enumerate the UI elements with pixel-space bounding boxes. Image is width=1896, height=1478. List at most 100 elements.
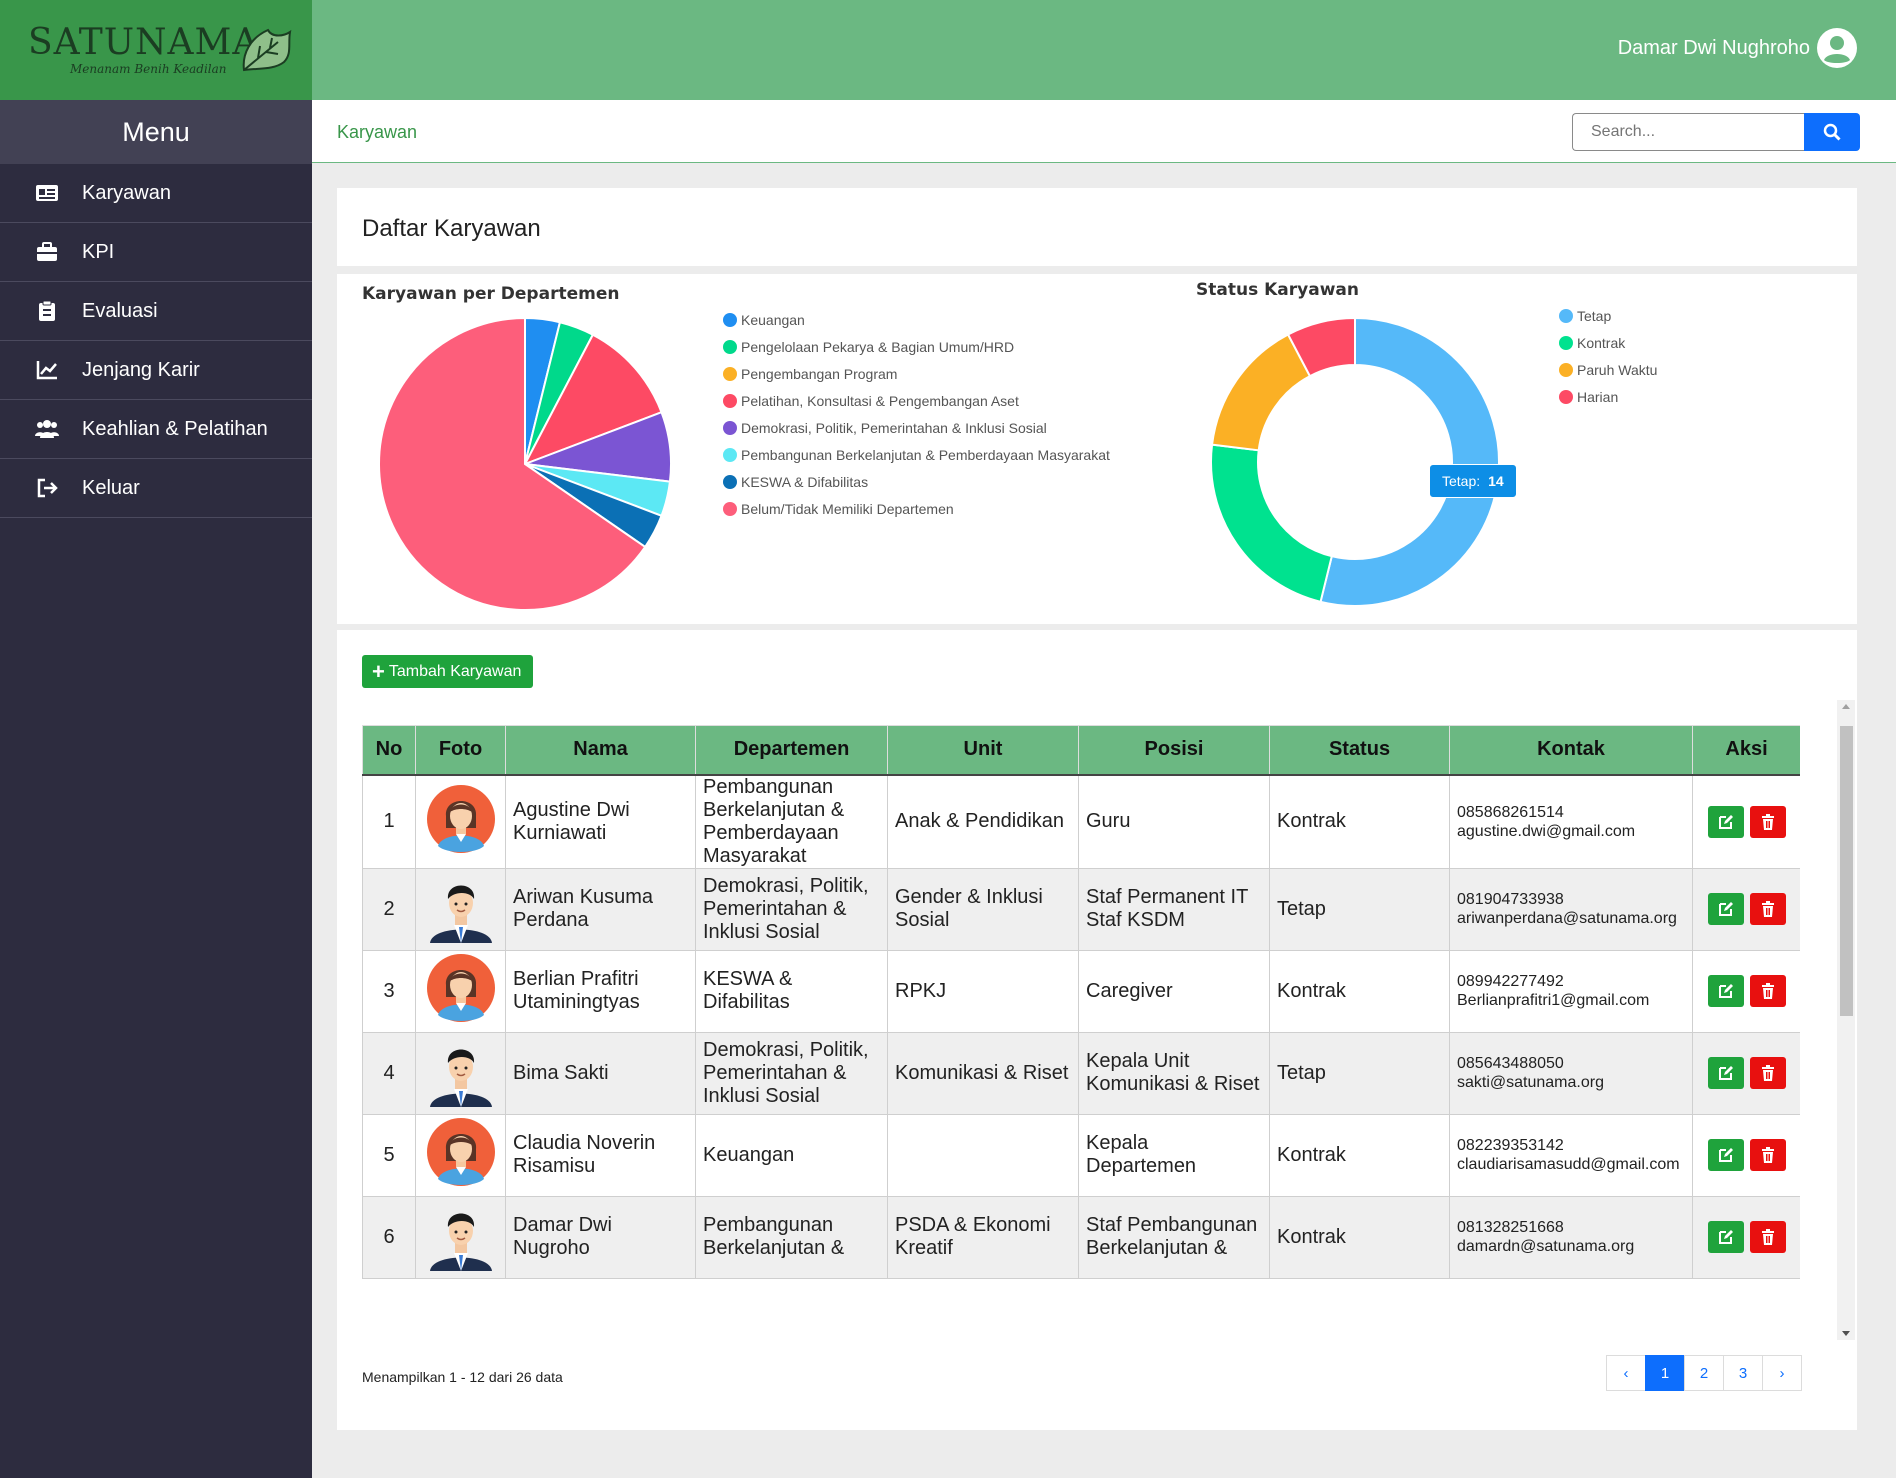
edit-button[interactable]	[1707, 1057, 1744, 1089]
chart-line-icon	[32, 360, 62, 380]
page-button[interactable]: 2	[1684, 1355, 1724, 1391]
cell-department: Keuangan	[695, 1113, 888, 1197]
contact-phone: 085643488050	[1457, 1055, 1564, 1072]
cell-line: Nugroho	[513, 1237, 590, 1259]
edit-button[interactable]	[1707, 1221, 1744, 1253]
header-aksi[interactable]: Aksi	[1692, 725, 1800, 776]
legend-item[interactable]: Pengembangan Program	[723, 360, 1110, 387]
trash-icon	[1761, 813, 1774, 830]
edit-button[interactable]	[1707, 893, 1744, 925]
header-nama[interactable]: Nama	[505, 725, 696, 776]
table-scroll-area[interactable]: No Foto Nama Departemen Unit Posisi Stat…	[362, 725, 1800, 1341]
delete-button[interactable]	[1749, 975, 1786, 1007]
cell-line: Staf KSDM	[1086, 909, 1185, 931]
delete-button[interactable]	[1749, 893, 1786, 925]
legend-item[interactable]: Pembangunan Berkelanjutan & Pemberdayaan…	[723, 441, 1110, 468]
edit-button[interactable]	[1707, 975, 1744, 1007]
sidebar-item-keahlian-pelatihan[interactable]: Keahlian & Pelatihan	[0, 400, 312, 459]
pie-slice[interactable]	[522, 333, 663, 466]
sidebar-item-kpi[interactable]: KPI	[0, 223, 312, 282]
doughnut-segment[interactable]	[1286, 316, 1356, 378]
department-pie-chart[interactable]	[375, 314, 675, 614]
scroll-down-icon[interactable]	[1842, 1331, 1850, 1336]
cell-line: Gender & Inklusi	[895, 886, 1043, 908]
pie-slice[interactable]	[378, 316, 647, 611]
cell-actions	[1692, 1195, 1800, 1279]
cell-no: 2	[362, 867, 416, 951]
table-row[interactable]: 6 Damar Dwi Nugroho Pembangunan Berkelanjut…	[362, 1195, 1800, 1279]
doughnut-segment[interactable]	[1210, 333, 1312, 452]
header-no[interactable]: No	[362, 725, 416, 776]
table-row[interactable]: 3 Berlian Prafitri Utaminingtyas KESWA & Di…	[362, 949, 1800, 1033]
cell-line: Anak & Pendidikan	[895, 810, 1065, 832]
sidebar-item-karyawan[interactable]: Karyawan	[0, 164, 312, 223]
cell-line: Perdana	[513, 909, 589, 931]
scroll-up-icon[interactable]	[1842, 704, 1850, 709]
add-employee-button[interactable]: + Tambah Karyawan	[362, 655, 534, 688]
search-button[interactable]	[1804, 113, 1860, 151]
legend-item[interactable]: Paruh Waktu	[1559, 356, 1657, 383]
legend-item[interactable]: Demokrasi, Politik, Pemerintahan & Inklu…	[723, 414, 1110, 441]
legend-item[interactable]: Pengelolaan Pekarya & Bagian Umum/HRD	[723, 333, 1110, 360]
table-row[interactable]: 1 Agustine Dwi Kurniawati Pembangunan Berke…	[362, 774, 1800, 869]
cell-status: Kontrak	[1269, 1195, 1450, 1279]
logo[interactable]: SATUNAMA Menanam Benih Keadilan	[0, 0, 312, 100]
doughnut-segment[interactable]	[1210, 443, 1333, 604]
page-prev-button[interactable]: ‹	[1606, 1355, 1646, 1391]
cell-line: Utaminingtyas	[513, 991, 640, 1013]
doughnut-segment[interactable]	[1319, 316, 1500, 607]
sidebar-item-jenjang-karir[interactable]: Jenjang Karir	[0, 341, 312, 400]
page-button[interactable]: 3	[1723, 1355, 1763, 1391]
header-departemen[interactable]: Departemen	[695, 725, 888, 776]
add-employee-label: Tambah Karyawan	[388, 662, 522, 680]
header-kontak[interactable]: Kontak	[1449, 725, 1693, 776]
table-row[interactable]: 2 Ariwan Kusuma Perdana Demokrasi, Politik…	[362, 867, 1800, 951]
status-doughnut-chart[interactable]	[1205, 312, 1505, 612]
user-name[interactable]: Damar Dwi Nughroho	[1617, 37, 1810, 59]
legend-swatch	[723, 312, 737, 327]
delete-button[interactable]	[1749, 1139, 1786, 1171]
page-button[interactable]: 1	[1645, 1355, 1685, 1391]
delete-button[interactable]	[1749, 805, 1786, 838]
header-posisi[interactable]: Posisi	[1078, 725, 1270, 776]
table-row[interactable]: 4 Bima Sakti Demokrasi, Politik, Pemerinta…	[362, 1031, 1800, 1115]
header-status[interactable]: Status	[1269, 725, 1450, 776]
search-input[interactable]	[1572, 113, 1804, 151]
legend-item[interactable]: Keuangan	[723, 306, 1110, 333]
cell-status: Kontrak	[1269, 949, 1450, 1033]
trash-icon	[1761, 1147, 1774, 1163]
trash-icon	[1761, 983, 1774, 999]
sidebar-item-label: Keluar	[82, 476, 140, 499]
cell-department: KESWA & Difabilitas	[695, 949, 888, 1033]
male-avatar-icon	[429, 1049, 492, 1107]
sidebar-item-evaluasi[interactable]: Evaluasi	[0, 282, 312, 341]
employee-table-body: 1 Agustine Dwi Kurniawati Pembangunan Berke…	[362, 774, 1800, 1279]
edit-button[interactable]	[1707, 1139, 1744, 1171]
cell-actions	[1692, 774, 1800, 869]
legend-item[interactable]: Kontrak	[1559, 329, 1657, 356]
scrollbar-thumb[interactable]	[1840, 726, 1853, 1016]
header-unit[interactable]: Unit	[887, 725, 1079, 776]
header-foto[interactable]: Foto	[415, 725, 506, 776]
edit-button[interactable]	[1707, 805, 1744, 838]
page-next-button[interactable]: ›	[1762, 1355, 1802, 1391]
female-avatar-icon	[426, 954, 495, 1022]
legend-item[interactable]: Tetap	[1559, 302, 1657, 329]
legend-item[interactable]: Belum/Tidak Memiliki Departemen	[723, 495, 1110, 522]
legend-item[interactable]: Harian	[1559, 383, 1657, 410]
legend-label: Kontrak	[1577, 334, 1626, 351]
legend-item[interactable]: KESWA & Difabilitas	[723, 468, 1110, 495]
delete-button[interactable]	[1749, 1221, 1786, 1253]
vertical-scrollbar[interactable]	[1837, 700, 1855, 1340]
cell-line: Kepala	[1086, 1132, 1149, 1154]
user-circle-icon[interactable]	[1816, 27, 1858, 69]
edit-icon	[1718, 1066, 1733, 1080]
sidebar-item-keluar[interactable]: Keluar	[0, 459, 312, 518]
legend-swatch	[723, 366, 737, 381]
delete-button[interactable]	[1749, 1057, 1786, 1089]
breadcrumb[interactable]: Karyawan	[337, 122, 418, 142]
legend-item[interactable]: Pelatihan, Konsultasi & Pengembangan Ase…	[723, 387, 1110, 414]
cell-line: Berlian Prafitri	[513, 968, 639, 990]
cell-contact: 085643488050 sakti@satunama.org	[1449, 1031, 1693, 1115]
table-row[interactable]: 5 Claudia Noverin Risamisu Keuangan Kepala D…	[362, 1113, 1800, 1197]
